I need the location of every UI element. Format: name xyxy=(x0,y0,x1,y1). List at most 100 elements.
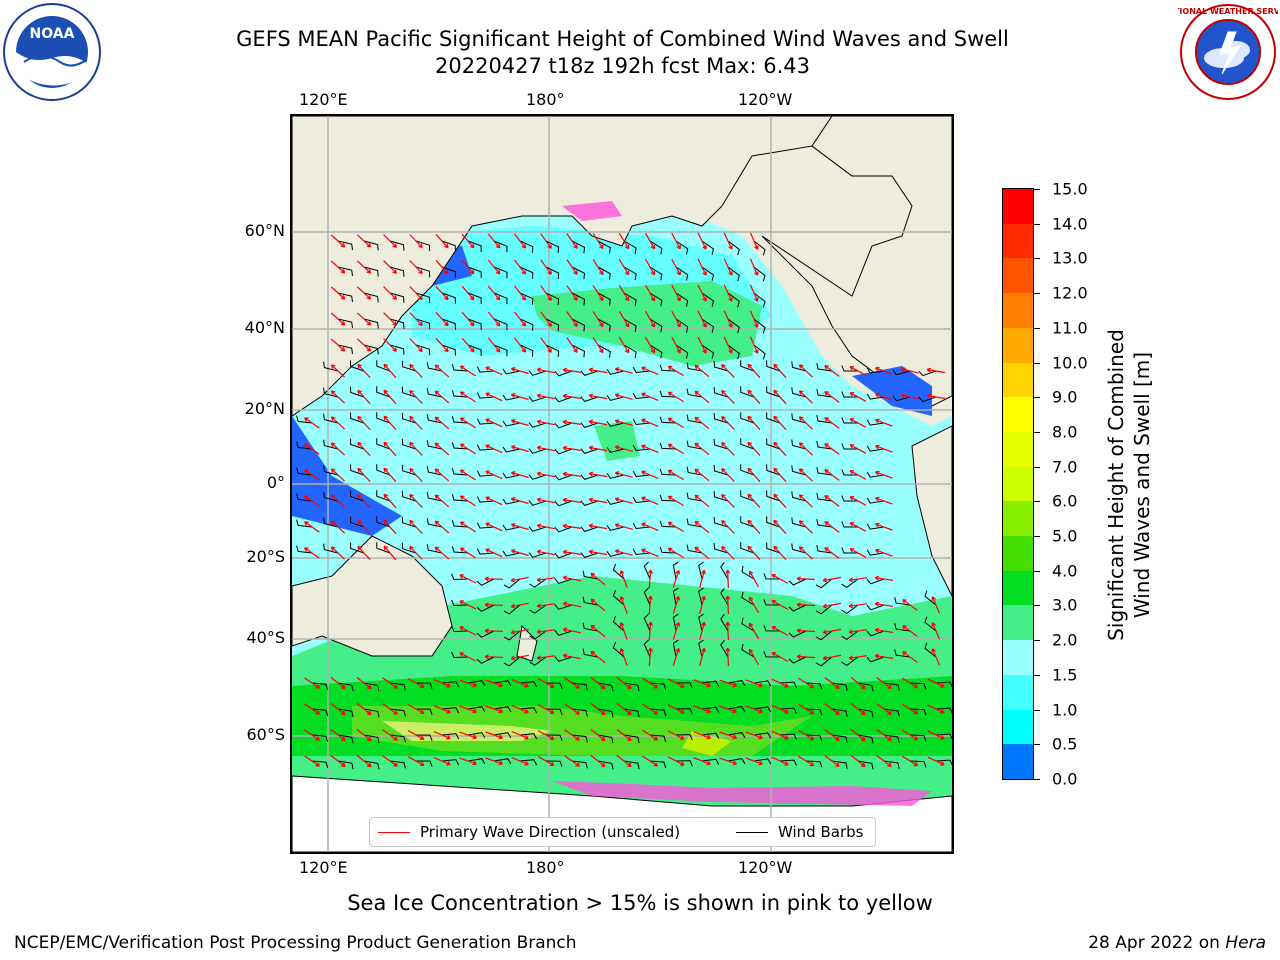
north-america-land xyxy=(761,116,952,407)
wave-direction-arrow xyxy=(383,545,397,561)
wave-direction-arrow xyxy=(590,754,606,768)
wind-barb xyxy=(503,656,521,667)
wind-barb xyxy=(493,732,512,739)
wind-barb xyxy=(713,360,729,372)
wave-direction-arrow xyxy=(824,417,840,429)
wind-barb xyxy=(350,360,365,372)
wind-barb xyxy=(632,522,651,530)
colorbar-tick-label: 6.0 xyxy=(1052,491,1078,511)
wind-barb xyxy=(597,344,611,358)
wave-direction-arrow xyxy=(459,365,476,377)
wind-barb xyxy=(467,732,486,739)
wave-direction-arrow xyxy=(773,389,787,405)
wave-direction-arrow xyxy=(435,337,449,353)
wind-barb xyxy=(612,642,625,658)
wave-direction-arrow xyxy=(383,441,397,457)
wind-barb xyxy=(376,464,391,476)
wind-barb xyxy=(741,591,755,606)
colorbar-tick xyxy=(1034,431,1040,433)
credit-text: NCEP/EMC/Verification Post Processing Pr… xyxy=(14,933,577,953)
wave-direction-arrow xyxy=(667,495,685,507)
wind-barb xyxy=(451,442,469,450)
wind-barb xyxy=(909,708,927,716)
wind-barb xyxy=(713,542,729,554)
wind-barb xyxy=(528,422,547,428)
wave-direction-arrow xyxy=(536,445,555,452)
wave-direction-arrow xyxy=(850,754,866,768)
wave-direction-arrow xyxy=(824,443,840,455)
wind-barb xyxy=(415,760,433,767)
wind-barb xyxy=(791,465,807,476)
wave-direction-arrow xyxy=(459,652,477,662)
wind-barb xyxy=(841,521,858,528)
wind-barb xyxy=(857,760,874,770)
wave-direction-arrow xyxy=(511,678,529,688)
wind-barb xyxy=(296,493,313,502)
wind-barb xyxy=(632,548,651,556)
wave-direction-arrow xyxy=(330,468,346,482)
wind-barb xyxy=(740,412,755,424)
wave-direction-arrow xyxy=(485,548,503,558)
wave-direction-arrow xyxy=(876,677,892,689)
wind-barb xyxy=(519,707,538,714)
wind-barb xyxy=(401,412,417,424)
wave-direction-arrow xyxy=(900,367,919,374)
wave-direction-arrow xyxy=(433,730,451,740)
wave-direction-arrow xyxy=(824,729,840,741)
wave-direction-arrow xyxy=(407,678,425,688)
wind-barb xyxy=(597,682,614,692)
wind-barb xyxy=(606,499,625,505)
wave-direction-arrow xyxy=(694,416,710,430)
wind-barb xyxy=(580,396,599,402)
wind-barb xyxy=(649,318,663,333)
wind-barb xyxy=(741,643,755,658)
wave-direction-arrow xyxy=(356,728,372,742)
colorbar-tick xyxy=(1034,640,1040,642)
wind-barb xyxy=(918,396,937,403)
wave-direction-arrow xyxy=(926,367,945,374)
wave-direction-arrow xyxy=(876,703,892,715)
wave-direction-arrow xyxy=(721,468,735,482)
wind-barb xyxy=(363,266,379,277)
wave-direction-arrow xyxy=(537,704,555,714)
colorbar-tick-label: 14.0 xyxy=(1052,214,1088,234)
wind-barb xyxy=(571,734,588,743)
wave-direction-arrow xyxy=(771,600,789,610)
wave-direction-arrow xyxy=(694,442,710,456)
wind-barb xyxy=(415,682,433,689)
wave-direction-arrow xyxy=(510,602,529,609)
wave-direction-arrow xyxy=(459,469,476,481)
wave-direction-arrow xyxy=(330,546,346,560)
wind-and-wave-vectors xyxy=(296,232,952,770)
colorbar-segment xyxy=(1003,397,1033,433)
wind-barb xyxy=(866,471,885,478)
wave-direction-arrow xyxy=(434,468,450,482)
wind-barb xyxy=(791,361,807,372)
wave-direction-arrow xyxy=(304,755,321,767)
wind-barb xyxy=(554,370,573,377)
wave-direction-arrow xyxy=(487,285,501,301)
wave-direction-arrow xyxy=(383,234,397,248)
wind-barb xyxy=(612,616,625,632)
wind-barb xyxy=(476,656,495,664)
wave-direction-arrow xyxy=(824,755,840,767)
wave-direction-arrow xyxy=(848,655,867,661)
wave-direction-arrow xyxy=(434,520,450,534)
colorbar-tick xyxy=(1034,293,1040,295)
wave-direction-arrow xyxy=(618,258,630,276)
colorbar-tick-label: 9.0 xyxy=(1052,387,1078,407)
wave-direction-arrow xyxy=(641,548,659,557)
wave-direction-arrow xyxy=(616,755,632,768)
wind-barb xyxy=(791,491,807,502)
wave-direction-arrow xyxy=(540,233,552,249)
wind-barb xyxy=(363,682,380,692)
wave-direction-arrow xyxy=(536,577,555,583)
wind-barb xyxy=(426,414,443,424)
run-date: 28 Apr 2022 on Hera xyxy=(1088,933,1266,953)
wind-barb xyxy=(519,759,538,766)
wind-barb xyxy=(337,760,354,770)
wind-barb xyxy=(841,656,859,667)
wind-barb xyxy=(866,497,885,504)
wind-barb xyxy=(841,604,859,615)
wind-barb xyxy=(323,517,339,528)
